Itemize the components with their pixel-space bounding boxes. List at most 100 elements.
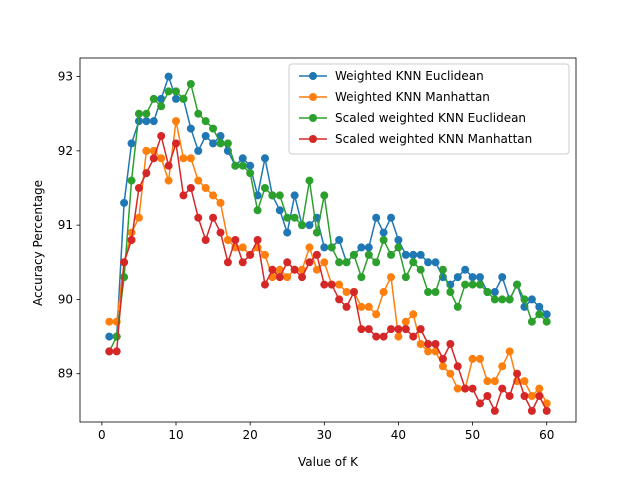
data-point <box>335 236 344 244</box>
data-point <box>409 332 418 341</box>
x-tick-label: 40 <box>391 428 406 442</box>
data-point <box>446 340 455 348</box>
data-point <box>542 406 551 415</box>
data-point <box>483 377 492 386</box>
data-point <box>179 154 188 163</box>
data-point <box>105 347 114 356</box>
data-point <box>283 273 292 282</box>
data-point <box>535 392 544 400</box>
legend-marker <box>309 72 317 80</box>
data-point <box>394 332 403 341</box>
axes-frame <box>79 57 577 423</box>
data-point <box>431 340 440 348</box>
legend-marker <box>309 135 317 143</box>
data-point <box>238 154 247 163</box>
data-point <box>527 406 536 415</box>
data-point <box>416 265 425 274</box>
data-point <box>209 213 218 222</box>
data-point <box>120 273 129 282</box>
data-point <box>312 228 321 237</box>
data-point <box>305 221 314 230</box>
data-point <box>320 280 329 289</box>
data-point <box>194 176 203 185</box>
data-point <box>172 139 181 148</box>
data-point <box>468 273 477 282</box>
data-point <box>134 117 143 126</box>
data-point <box>142 169 151 178</box>
data-point <box>142 146 151 155</box>
data-point <box>260 280 269 289</box>
data-point <box>461 265 470 274</box>
data-point <box>483 392 492 400</box>
data-point <box>438 354 447 363</box>
data-point <box>475 354 484 363</box>
data-point <box>164 161 173 170</box>
x-tick-label: 30 <box>317 428 332 442</box>
data-point <box>401 325 410 334</box>
data-point <box>268 191 277 200</box>
data-point <box>498 273 507 282</box>
x-tick-label: 20 <box>243 428 258 442</box>
data-point <box>157 154 166 163</box>
data-point <box>216 198 225 207</box>
data-point <box>409 310 418 319</box>
data-point <box>535 302 544 311</box>
legend-label: Scaled weighted KNN Manhattan <box>335 132 532 146</box>
data-point <box>542 310 551 319</box>
data-point <box>379 288 388 296</box>
data-point <box>201 117 210 126</box>
data-point <box>342 302 351 311</box>
data-point <box>453 384 462 393</box>
data-point <box>468 280 477 289</box>
data-point <box>275 206 284 215</box>
data-point <box>379 332 388 341</box>
data-point <box>520 295 529 304</box>
data-point <box>335 295 344 304</box>
data-point <box>194 109 203 118</box>
data-point <box>490 288 499 296</box>
data-point <box>535 384 544 393</box>
data-point <box>364 243 373 252</box>
data-point <box>223 236 232 244</box>
data-point <box>446 288 455 296</box>
data-point <box>364 302 373 311</box>
data-point <box>498 384 507 393</box>
data-point <box>357 243 366 252</box>
data-point <box>409 258 418 267</box>
data-point <box>283 258 292 267</box>
data-point <box>216 139 225 148</box>
data-point <box>120 198 129 207</box>
data-point <box>209 124 218 133</box>
data-point <box>275 191 284 200</box>
data-point <box>305 243 314 252</box>
data-point <box>424 288 433 296</box>
legend-item: Weighted KNN Manhattan <box>299 90 490 104</box>
data-point <box>490 295 499 304</box>
data-point <box>305 176 314 185</box>
data-point <box>372 310 381 319</box>
data-point <box>238 258 247 267</box>
data-point <box>327 243 336 252</box>
data-point <box>246 161 255 170</box>
data-point <box>372 332 381 341</box>
data-point <box>201 132 210 140</box>
data-point <box>312 265 321 274</box>
data-point <box>357 273 366 282</box>
data-point <box>320 243 329 252</box>
data-point <box>231 236 240 244</box>
data-point <box>461 384 470 393</box>
data-point <box>527 295 536 304</box>
data-point <box>475 280 484 289</box>
data-point <box>446 369 455 378</box>
data-point <box>283 213 292 222</box>
legend-label: Scaled weighted KNN Euclidean <box>335 111 526 125</box>
data-point <box>238 243 247 252</box>
data-point <box>179 191 188 200</box>
data-point <box>209 139 218 148</box>
data-point <box>238 161 247 170</box>
data-point <box>127 176 136 185</box>
data-point <box>424 258 433 267</box>
data-point <box>394 236 403 244</box>
data-point <box>535 310 544 319</box>
